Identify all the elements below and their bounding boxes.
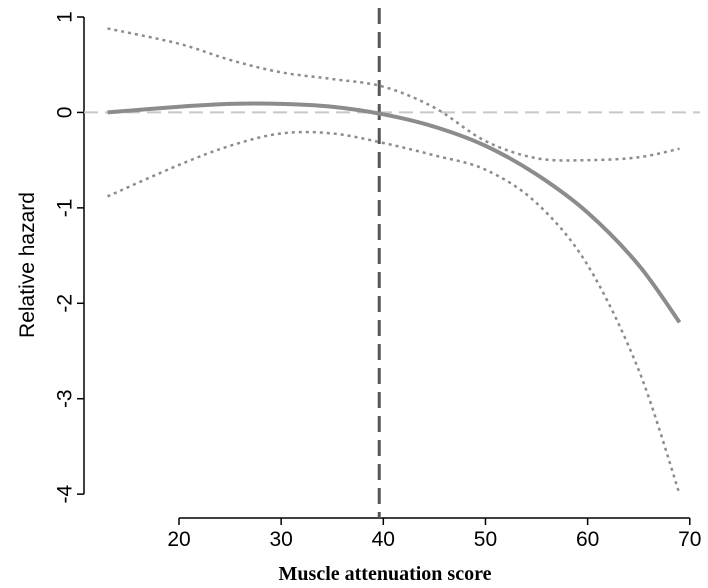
y-tick-label: -1 [54,199,77,218]
x-tick-label: 20 [167,528,190,551]
y-tick-label: -2 [54,294,77,313]
y-tick-label: -4 [54,484,77,503]
confidence-line [106,130,681,495]
x-tick-label: 30 [269,528,292,551]
x-axis-label: Muscle attenuation score [279,563,492,585]
y-tick-label: 0 [54,107,77,119]
confidence-line [107,27,680,162]
y-tick-label: -3 [54,389,77,408]
x-tick-label: 60 [576,528,599,551]
estimate-line [107,101,682,324]
y-axis-label: Relative hazard [16,192,39,338]
y-tick-label: 1 [54,11,77,23]
x-tick-label: 40 [372,528,395,551]
x-tick-label: 50 [474,528,497,551]
x-tick-label: 70 [678,528,701,551]
